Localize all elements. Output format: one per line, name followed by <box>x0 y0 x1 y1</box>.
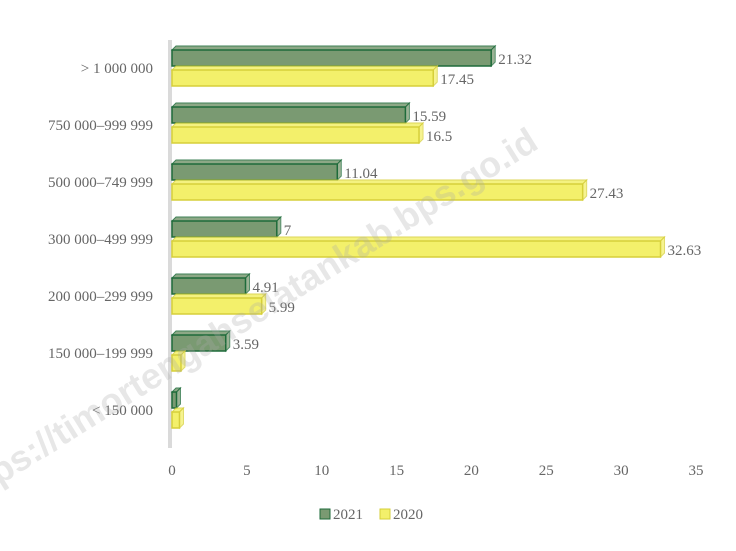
data-label: 16.5 <box>426 129 452 145</box>
data-label: 15.59 <box>412 109 446 125</box>
legend-label: 2021 <box>333 507 363 523</box>
y-tick-label: 750 000–999 999 <box>48 118 153 134</box>
data-label: 32.63 <box>668 243 702 259</box>
legend-swatch <box>379 508 391 520</box>
x-tick-label: 10 <box>314 463 329 479</box>
y-tick-label: 200 000–299 999 <box>48 289 153 305</box>
bar-2020 <box>171 183 584 201</box>
x-tick-label: 0 <box>168 463 176 479</box>
data-label: 7 <box>284 223 292 239</box>
data-label: 27.43 <box>590 186 624 202</box>
x-tick-label: 15 <box>389 463 404 479</box>
bar-2020 <box>171 297 263 315</box>
data-label: 4.91 <box>253 280 279 296</box>
bar-2020 <box>171 69 435 87</box>
y-tick-label: < 150 000 <box>92 403 153 419</box>
bar-2021 <box>171 163 339 181</box>
bar-2020 <box>171 126 420 144</box>
bar-2020 <box>171 240 662 258</box>
bar-2021 <box>171 49 492 67</box>
bar-2021 <box>171 106 407 124</box>
bar-2021 <box>171 277 247 295</box>
x-tick-label: 5 <box>243 463 251 479</box>
legend-label: 2020 <box>393 507 423 523</box>
data-label: 11.04 <box>344 166 378 182</box>
y-axis-wall <box>168 40 172 448</box>
bar-2021 <box>171 334 227 352</box>
bar-2020 <box>171 411 181 429</box>
y-tick-label: 300 000–499 999 <box>48 232 153 248</box>
data-label: 17.45 <box>440 72 474 88</box>
y-tick-label: 500 000–749 999 <box>48 175 153 191</box>
bar-2020 <box>171 354 182 372</box>
plot-area: 0 5 10 15 20 25 30 35 > 1 000 000 21.32 17.45 750 0… <box>48 40 704 479</box>
x-tick-label: 25 <box>539 463 554 479</box>
y-tick-label: > 1 000 000 <box>81 61 153 77</box>
data-label: 3.59 <box>233 337 259 353</box>
data-label: 21.32 <box>498 52 532 68</box>
bar-2021 <box>171 391 178 409</box>
x-tick-label: 35 <box>689 463 704 479</box>
legend-swatch <box>319 508 331 520</box>
x-tick-label: 20 <box>464 463 479 479</box>
y-tick-label: 150 000–199 999 <box>48 346 153 362</box>
x-tick-label: 30 <box>614 463 629 479</box>
data-label: 5.99 <box>269 300 295 316</box>
legend: 2021 2020 <box>319 507 423 523</box>
bar-2021 <box>171 220 278 238</box>
